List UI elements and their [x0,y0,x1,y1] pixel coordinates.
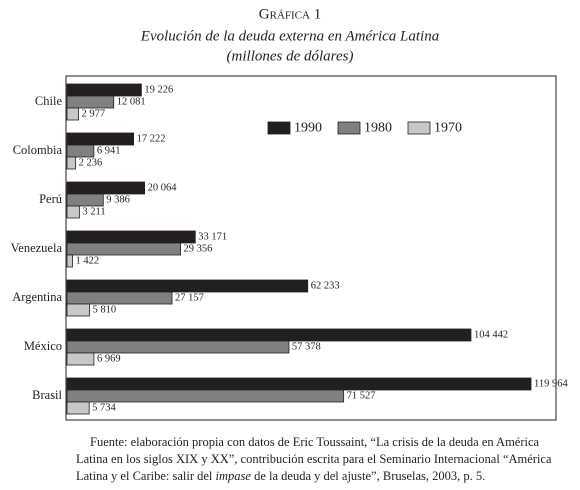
value-label: 6 969 [97,353,121,364]
value-label: 20 064 [148,182,178,193]
bar [66,132,135,146]
bar [66,254,73,268]
plot-frame [65,75,557,421]
bar [66,156,77,170]
bar [66,303,90,317]
bar [66,181,146,195]
chart-subtitle: Evolución de la deuda externa en América… [140,28,439,44]
source-text: Fuente: elaboración propia con datos de … [76,435,552,483]
bar [66,291,173,305]
chart-subtitle: (millones de dólares) [227,48,354,64]
legend-label: 1990 [294,121,322,136]
bar [66,242,181,256]
value-label: 2 977 [82,108,106,119]
legend-swatch [267,121,291,135]
bar [66,352,95,366]
value-label: 62 233 [311,280,340,291]
value-label: 71 527 [347,390,376,401]
value-label: 5 734 [92,402,116,413]
bar [66,95,115,109]
value-label: 6 941 [97,145,121,156]
legend-label: 1980 [364,121,392,136]
bar [66,340,290,354]
value-label: 12 081 [117,96,146,107]
bar [66,230,196,244]
legend-swatch [337,121,361,135]
value-label: 27 157 [175,292,204,303]
y-tick-label: Colombia [13,143,63,157]
legend-label: 1970 [434,121,462,136]
value-label: 17 222 [137,133,166,144]
source-text: impase [215,469,251,483]
value-label: 104 442 [474,329,508,340]
value-label: 19 226 [144,84,173,95]
bar [66,144,95,158]
value-label: 29 356 [184,243,213,254]
bar [66,279,309,293]
y-tick-label: México [24,339,62,353]
y-tick-label: Argentina [12,290,62,304]
value-label: 57 378 [292,341,321,352]
chart: Gráfica 1 Evolución de la deuda externa … [11,6,568,421]
y-tick-label: Venezuela [11,241,63,255]
source-note: Fuente: elaboración propia con datos de … [76,434,566,485]
bar [66,107,79,121]
bar [66,83,142,97]
value-label: 3 211 [82,206,105,217]
bar [66,205,80,219]
value-label: 33 171 [198,231,227,242]
value-label: 1 422 [76,255,100,266]
value-label: 2 236 [79,157,103,168]
y-tick-label: Brasil [32,388,62,402]
value-label: 5 810 [92,304,116,315]
chart-title: Gráfica 1 [259,6,321,22]
bar [66,193,104,207]
value-label: 9 386 [106,194,130,205]
bar [66,377,532,391]
y-tick-label: Chile [35,94,63,108]
bar [66,389,345,403]
bar [66,401,90,415]
y-tick-label: Perú [39,192,63,206]
bar [66,328,472,342]
value-label: 119 964 [534,378,568,389]
source-text: de la deuda y del ajuste”, Bruselas, 200… [250,469,486,483]
legend-swatch [407,121,431,135]
